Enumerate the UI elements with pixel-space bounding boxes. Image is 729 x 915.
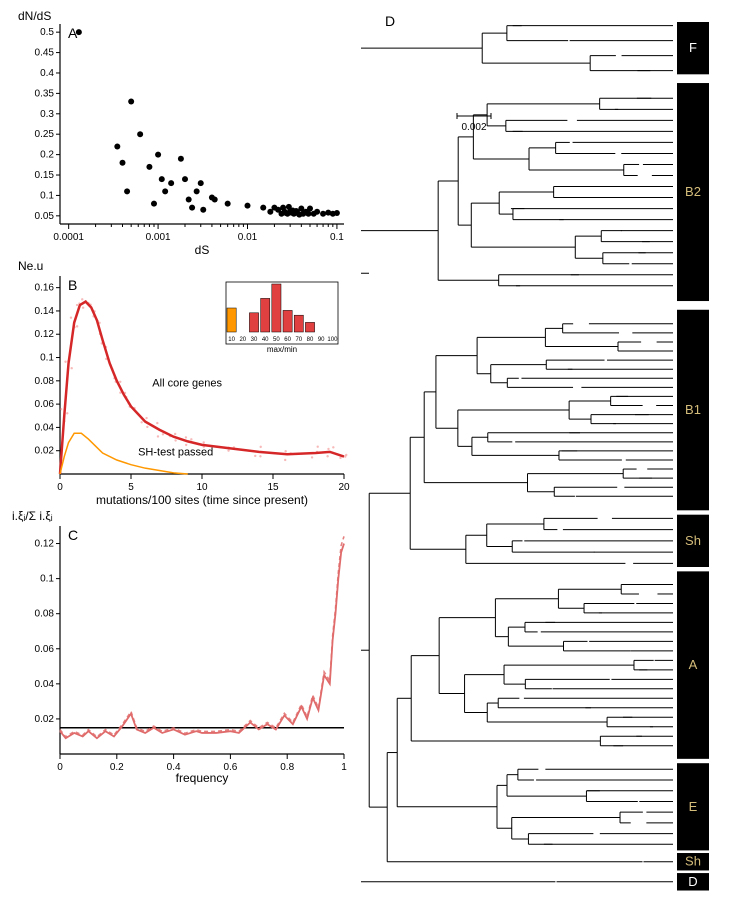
y-axis-label: i.ξᵢ/Σ i.ξᵢ — [12, 509, 53, 523]
panel-letter-b: B — [68, 277, 77, 293]
svg-text:0.02: 0.02 — [35, 446, 55, 457]
panel-c: 0.020.040.060.080.10.1200.20.40.60.81fre… — [12, 508, 355, 788]
svg-text:10: 10 — [228, 337, 235, 343]
inset-xlabel: max/min — [267, 345, 297, 354]
svg-text:0.05: 0.05 — [35, 211, 55, 222]
svg-text:90: 90 — [318, 337, 325, 343]
svg-text:0.1: 0.1 — [330, 232, 344, 243]
svg-text:0.08: 0.08 — [35, 376, 55, 387]
clade-label: D — [688, 874, 697, 889]
svg-text:0.15: 0.15 — [35, 170, 55, 181]
svg-text:0.02: 0.02 — [35, 714, 55, 725]
clade-label: A — [689, 657, 698, 672]
svg-text:0.1: 0.1 — [40, 574, 54, 585]
panel-letter-c: C — [68, 527, 78, 543]
svg-text:0.12: 0.12 — [35, 329, 55, 340]
x-axis-label: mutations/100 sites (time since present) — [96, 493, 308, 507]
clade-label: Sh — [685, 533, 701, 548]
svg-text:0.04: 0.04 — [35, 679, 55, 690]
clade-label: B1 — [685, 402, 701, 417]
svg-text:40: 40 — [262, 337, 269, 343]
svg-text:30: 30 — [251, 337, 258, 343]
svg-text:15: 15 — [267, 482, 279, 493]
series-label: All core genes — [152, 378, 222, 390]
svg-text:0.3: 0.3 — [40, 109, 54, 120]
panel-b: 0.02 0.04 0.06 0.08 0.1 0.12 0.14 0.16 0 5 10 15 20 A… — [12, 258, 355, 508]
svg-text:0.001: 0.001 — [146, 232, 171, 243]
svg-text:0.12: 0.12 — [35, 539, 55, 550]
clade-label: F — [689, 40, 697, 55]
x-axis-label: frequency — [176, 771, 229, 785]
svg-text:20: 20 — [239, 337, 246, 343]
svg-text:50: 50 — [273, 337, 280, 343]
svg-text:0.16: 0.16 — [35, 283, 55, 294]
y-axis-label: dN/dS — [18, 9, 51, 23]
series-label: SH-test passed — [138, 446, 213, 458]
svg-text:0: 0 — [57, 762, 63, 773]
svg-text:0.06: 0.06 — [35, 644, 55, 655]
svg-text:0.2: 0.2 — [40, 150, 54, 161]
svg-text:0.1: 0.1 — [40, 190, 54, 201]
svg-text:5: 5 — [128, 482, 134, 493]
svg-text:1: 1 — [341, 762, 347, 773]
svg-text:0.14: 0.14 — [35, 306, 55, 317]
svg-text:70: 70 — [295, 337, 302, 343]
svg-text:100: 100 — [327, 337, 338, 343]
svg-text:0: 0 — [57, 482, 63, 493]
svg-text:0.25: 0.25 — [35, 129, 55, 140]
svg-text:0.45: 0.45 — [35, 48, 55, 59]
scale-bar-label: 0.002 — [461, 122, 486, 133]
svg-text:0.2: 0.2 — [110, 762, 124, 773]
panel-letter-d: D — [385, 13, 395, 29]
svg-text:0.01: 0.01 — [238, 232, 258, 243]
svg-text:0.5: 0.5 — [40, 27, 54, 38]
svg-text:0.06: 0.06 — [35, 399, 55, 410]
svg-text:0.4: 0.4 — [40, 68, 54, 79]
svg-text:0.08: 0.08 — [35, 609, 55, 620]
clade-label: Sh — [685, 854, 701, 869]
svg-text:0.1: 0.1 — [40, 353, 54, 364]
svg-text:0.0001: 0.0001 — [53, 232, 84, 243]
svg-text:20: 20 — [338, 482, 350, 493]
y-axis-label: Ne.u — [18, 259, 43, 273]
panel-a: 0.05 0.1 0.15 0.2 0.25 0.3 0.35 0.4 0.45 0.5 0.000… — [12, 8, 355, 258]
svg-text:80: 80 — [307, 337, 314, 343]
svg-text:0.8: 0.8 — [280, 762, 294, 773]
svg-text:0.35: 0.35 — [35, 88, 55, 99]
clade-label: B2 — [685, 184, 701, 199]
svg-text:0.04: 0.04 — [35, 422, 55, 433]
x-axis-label: dS — [195, 243, 210, 257]
panel-letter-a: A — [68, 25, 78, 41]
svg-text:10: 10 — [196, 482, 208, 493]
svg-text:60: 60 — [284, 337, 291, 343]
panel-d: D 0.002 F B2 B1 Sh A E Sh D — [361, 8, 723, 908]
clade-label: E — [689, 799, 698, 814]
